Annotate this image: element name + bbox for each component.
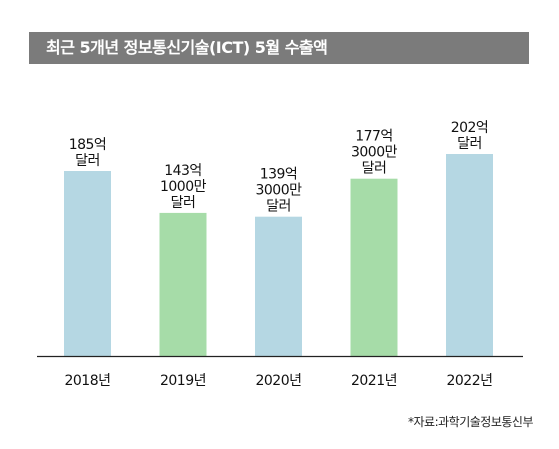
bar-3	[350, 178, 398, 356]
data-label-1: 143억 1000만 달러	[160, 163, 207, 211]
x-tick-label-1: 2019년	[160, 373, 206, 389]
data-label-0: 185억 달러	[69, 137, 107, 169]
x-tick-label-0: 2018년	[64, 373, 110, 389]
bar-1	[159, 212, 207, 356]
data-label-3: 177억 3000만 달러	[351, 129, 398, 177]
title-bar: 최근 5개년 정보통신기술(ICT) 5월 수출액	[29, 32, 529, 64]
source-note: *자료:과학기술정보통신부	[408, 415, 533, 429]
bar-2	[255, 216, 302, 356]
x-tick-label-3: 2021년	[351, 373, 397, 389]
x-tick-label-2: 2020년	[255, 373, 301, 389]
data-label-4: 202억 달러	[451, 120, 489, 152]
chart-title: 최근 5개년 정보통신기술(ICT) 5월 수출액	[46, 38, 328, 57]
x-tick-label-4: 2022년	[446, 373, 492, 389]
bar-0	[64, 171, 111, 356]
bar-4	[446, 154, 493, 356]
data-label-2: 139억 3000만 달러	[255, 167, 302, 215]
